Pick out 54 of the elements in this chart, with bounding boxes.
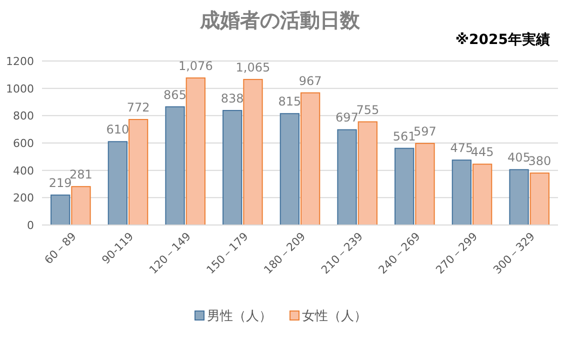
- bar: [394, 148, 414, 226]
- chart-title: 成婚者の活動日数: [199, 8, 361, 32]
- y-tick-label: 600: [13, 137, 34, 150]
- bar: [108, 141, 128, 226]
- data-label: 281: [70, 168, 92, 182]
- y-tick-label: 0: [27, 219, 34, 232]
- bar: [50, 194, 70, 226]
- y-tick-label: 1200: [6, 55, 34, 68]
- bar: [280, 113, 300, 226]
- bar: [452, 160, 472, 226]
- x-tick-label: 120－149: [146, 230, 194, 277]
- bar: [358, 121, 378, 226]
- data-label: 445: [470, 145, 494, 160]
- data-label: 838: [220, 91, 244, 106]
- legend-label: 女性（人）: [302, 309, 367, 324]
- data-label: 967: [298, 74, 322, 88]
- data-label: 697: [336, 110, 358, 125]
- bar: [300, 92, 320, 226]
- bar: [128, 118, 148, 226]
- data-label: 561: [392, 129, 416, 144]
- y-tick-label: 800: [13, 110, 34, 123]
- bar: [415, 142, 435, 226]
- x-tick-label: 60－89: [42, 230, 79, 267]
- data-label: 815: [278, 94, 302, 109]
- data-label: 597: [414, 124, 436, 138]
- bar: [509, 169, 529, 226]
- bar: [186, 77, 206, 226]
- data-label: 865: [164, 88, 186, 102]
- data-label: 755: [356, 102, 380, 117]
- data-label: 1,065: [236, 60, 270, 74]
- data-label: 772: [126, 100, 150, 114]
- bar: [530, 172, 550, 226]
- x-tick-label: 180－209: [261, 230, 308, 277]
- text: ※2025年実績: [455, 31, 550, 48]
- data-label: 219: [48, 176, 72, 190]
- x-tick-label: 270－299: [433, 230, 480, 277]
- x-tick-label: 210－239: [318, 230, 366, 277]
- data-label: 405: [508, 150, 530, 165]
- y-tick-label: 200: [13, 192, 34, 205]
- data-label: 610: [106, 122, 130, 137]
- data-label: 380: [528, 154, 552, 168]
- legend-label: 男性（人）: [207, 309, 272, 324]
- bar: [337, 129, 357, 226]
- x-tick-label: 240－269: [376, 230, 423, 277]
- bar: [71, 186, 91, 226]
- bar: [472, 164, 492, 226]
- y-tick-label: 400: [13, 164, 34, 178]
- x-tick-label: 300－329: [490, 230, 538, 277]
- data-label: 1,076: [178, 58, 213, 73]
- bar: [222, 110, 242, 226]
- bar: [243, 78, 263, 226]
- y-tick-label: 1000: [6, 82, 34, 96]
- x-tick-label: 150－179: [204, 230, 251, 277]
- bar: [165, 106, 185, 226]
